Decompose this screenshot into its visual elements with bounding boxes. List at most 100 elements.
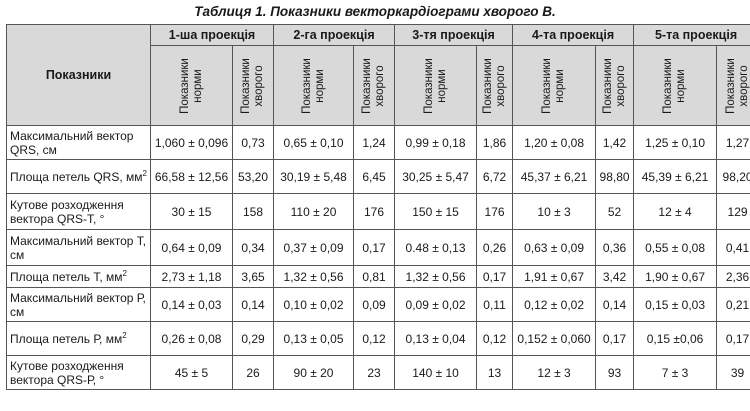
norm-cell: 0,15 ± 0,03 (633, 287, 718, 322)
patient-cell: 0,26 (476, 229, 514, 266)
patient-cell: 13 (476, 355, 514, 390)
header-patient: Показники хворого (353, 45, 396, 126)
norm-cell: 66,58 ± 12,56 (150, 159, 233, 194)
patient-cell: 0,21 (716, 287, 750, 322)
patient-cell: 26 (231, 355, 275, 390)
row-label-cell: Площа петель Р, мм2 (6, 321, 151, 356)
row-label-cell: Площа петель Т, мм2 (6, 265, 151, 288)
patient-cell: 0,12 (353, 321, 396, 356)
patient-cell: 0,41 (716, 229, 750, 266)
patient-cell: 1,42 (595, 125, 635, 160)
norm-cell: 0,09 ± 0,02 (394, 287, 478, 322)
patient-cell: 0,14 (231, 287, 275, 322)
patient-cell: 52 (595, 193, 635, 230)
norm-cell: 0,13 ± 0,05 (273, 321, 355, 356)
header-patient: Показники хворого (476, 45, 514, 126)
row-label-superscript: 2 (122, 330, 127, 340)
patient-cell: 0,73 (231, 125, 275, 160)
header-patient-label: Показники хворого (481, 57, 507, 114)
patient-cell: 158 (231, 193, 275, 230)
patient-cell: 0,17 (353, 229, 396, 266)
norm-cell: 7 ± 3 (633, 355, 718, 390)
norm-cell: 10 ± 3 (512, 193, 597, 230)
norm-cell: 0,63 ± 0,09 (512, 229, 597, 266)
header-projection: 5-та проекція (633, 24, 750, 46)
table-row: Кутове розходження вектора QRS-Р, ° 45 ±… (6, 355, 750, 390)
norm-cell: 45,37 ± 6,21 (512, 159, 597, 194)
patient-cell: 2,36 (716, 265, 750, 288)
header-row-sub: Показники норми Показники хворого Показн… (7, 45, 750, 126)
norm-cell: 12 ± 3 (512, 355, 597, 390)
norm-cell: 0,99 ± 0,18 (394, 125, 478, 160)
patient-cell: 98,20 (716, 159, 750, 194)
norm-cell: 0,64 ± 0,09 (150, 229, 233, 266)
norm-cell: 1,25 ± 0,10 (633, 125, 718, 160)
row-label-cell: Площа петель QRS, мм2 (6, 159, 151, 194)
header-patient: Показники хворого (595, 45, 635, 126)
header-projection: 3-тя проекція (394, 24, 514, 46)
patient-cell: 0,14 (595, 287, 635, 322)
patient-cell: 176 (353, 193, 396, 230)
patient-cell: 129 (716, 193, 750, 230)
norm-cell: 90 ± 20 (273, 355, 355, 390)
patient-cell: 3,42 (595, 265, 635, 288)
header-patient-label: Показники хворого (601, 57, 627, 114)
patient-cell: 0,29 (231, 321, 275, 356)
header-norm: Показники норми (273, 45, 355, 126)
header-projection: 1-ша проекція (149, 24, 275, 46)
patient-cell: 3,65 (231, 265, 275, 288)
norm-cell: 0,15 ±0,06 (633, 321, 718, 356)
table-row: Максимальний вектор QRS, см 1,060 ± 0,09… (6, 125, 750, 160)
table-row: Площа петель Т, мм2 2,73 ± 1,18 3,65 1,3… (6, 265, 750, 288)
norm-cell: 0,152 ± 0,060 (512, 321, 597, 356)
patient-cell: 0,81 (353, 265, 396, 288)
table-row: Максимальний вектор Р, см 0,14 ± 0,03 0,… (6, 287, 750, 322)
header-projection: 4-та проекція (512, 24, 635, 46)
norm-cell: 0.48 ± 0,13 (394, 229, 478, 266)
norm-cell: 0,10 ± 0,02 (273, 287, 355, 322)
row-label: Площа петель Т, мм (10, 269, 123, 284)
patient-cell: 0,17 (476, 265, 514, 288)
header-norm: Показники норми (633, 45, 718, 126)
header-row-projections: Показники 1-ша проекція 2-га проекція 3-… (6, 24, 750, 126)
norm-cell: 0,26 ± 0,08 (150, 321, 233, 356)
norm-cell: 0,12 ± 0,02 (512, 287, 597, 322)
patient-cell: 0,34 (231, 229, 275, 266)
vcg-table: Показники 1-ша проекція 2-га проекція 3-… (6, 24, 750, 390)
patient-cell: 98,80 (595, 159, 635, 194)
norm-cell: 1,91 ± 0,67 (512, 265, 597, 288)
patient-cell: 1,27 (716, 125, 750, 160)
norm-cell: 0,55 ± 0,08 (633, 229, 718, 266)
norm-cell: 1,060 ± 0,096 (150, 125, 233, 160)
table-title: Таблиця 1. Показники векторкардіограми х… (194, 4, 556, 19)
table-row: Кутове розходження вектора QRS-T, ° 30 ±… (6, 193, 750, 230)
patient-cell: 176 (476, 193, 514, 230)
patient-cell: 23 (353, 355, 396, 390)
patient-cell: 1,86 (476, 125, 514, 160)
norm-cell: 45 ± 5 (150, 355, 233, 390)
norm-cell: 12 ± 4 (633, 193, 718, 230)
patient-cell: 0,12 (476, 321, 514, 356)
header-patient: Показники хворого (231, 45, 275, 126)
table-row: Максимальний вектор Т, см 0,64 ± 0,09 0,… (6, 229, 750, 266)
patient-cell: 93 (595, 355, 635, 390)
patient-cell: 0,09 (353, 287, 396, 322)
norm-cell: 0,65 ± 0,10 (273, 125, 355, 160)
header-patient-label: Показники хворого (724, 57, 750, 114)
row-label-superscript: 2 (142, 168, 147, 178)
patient-cell: 6,45 (353, 159, 396, 194)
norm-cell: 1,20 ± 0,08 (512, 125, 597, 160)
norm-cell: 30,19 ± 5,48 (273, 159, 355, 194)
header-norm: Показники норми (394, 45, 478, 126)
header-norm-label: Показники норми (541, 57, 567, 114)
row-label: Площа петель QRS, мм (10, 169, 143, 184)
row-label: Площа петель Р, мм (10, 331, 123, 346)
patient-cell: 39 (716, 355, 750, 390)
patient-cell: 0,36 (595, 229, 635, 266)
norm-cell: 30 ± 15 (150, 193, 233, 230)
row-label: Кутове розходження вектора QRS-T, ° (6, 193, 151, 230)
patient-cell: 0,11 (476, 287, 514, 322)
patient-cell: 0,17 (595, 321, 635, 356)
row-label: Максимальний вектор Т, см (6, 229, 151, 266)
row-label: Максимальний вектор Р, см (6, 287, 151, 322)
